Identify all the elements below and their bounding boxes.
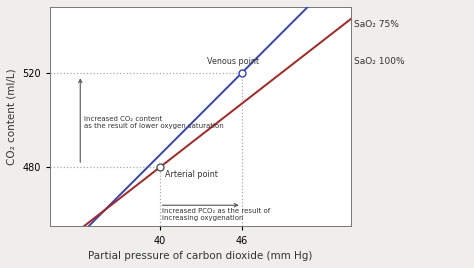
Text: SaO₂ 75%: SaO₂ 75% [354, 20, 399, 29]
Y-axis label: CO₂ content (ml/L): CO₂ content (ml/L) [7, 68, 17, 165]
Text: Venous point: Venous point [208, 57, 259, 66]
Text: Increased CO₂ content
as the result of lower oxygen saturation: Increased CO₂ content as the result of l… [84, 116, 224, 129]
Text: Increased PCO₂ as the result of
increasing oxygenation: Increased PCO₂ as the result of increasi… [162, 208, 271, 221]
Text: Arterial point: Arterial point [165, 170, 218, 179]
Text: SaO₂ 100%: SaO₂ 100% [354, 57, 405, 66]
X-axis label: Partial pressure of carbon dioxide (mm Hg): Partial pressure of carbon dioxide (mm H… [89, 251, 313, 261]
